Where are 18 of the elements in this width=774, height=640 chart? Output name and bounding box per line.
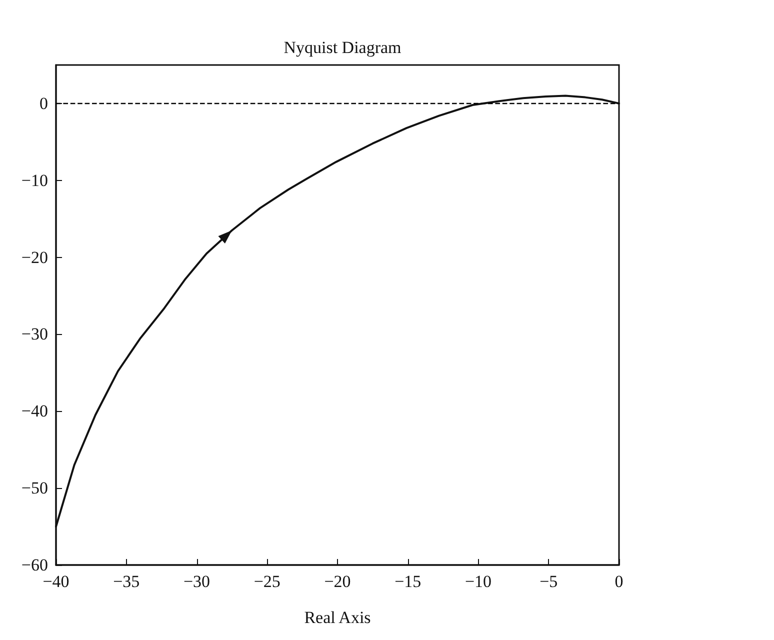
y-tick-label: −40	[21, 402, 48, 421]
x-tick-label: −25	[254, 572, 280, 591]
y-tick-label: −60	[21, 556, 48, 574]
x-tick-label: −15	[394, 572, 422, 591]
x-tick-label: −5	[540, 572, 558, 591]
y-tick-label: −30	[21, 324, 48, 344]
y-tick-label: −10	[21, 170, 48, 190]
x-tick-label: −20	[324, 572, 351, 591]
x-tick-label: −30	[183, 572, 210, 591]
x-tick-label: −40	[42, 572, 70, 591]
y-tick-label: −50	[21, 478, 48, 498]
chart-title: Nyquist Diagram	[284, 38, 402, 57]
x-tick-label: 0	[614, 572, 624, 591]
x-axis-title: Real Axis	[304, 608, 371, 627]
y-tick-label: −20	[21, 248, 48, 267]
x-tick-label: −35	[113, 572, 140, 591]
y-tick-label: 0	[40, 94, 48, 113]
x-tick-label: −10	[464, 572, 492, 591]
